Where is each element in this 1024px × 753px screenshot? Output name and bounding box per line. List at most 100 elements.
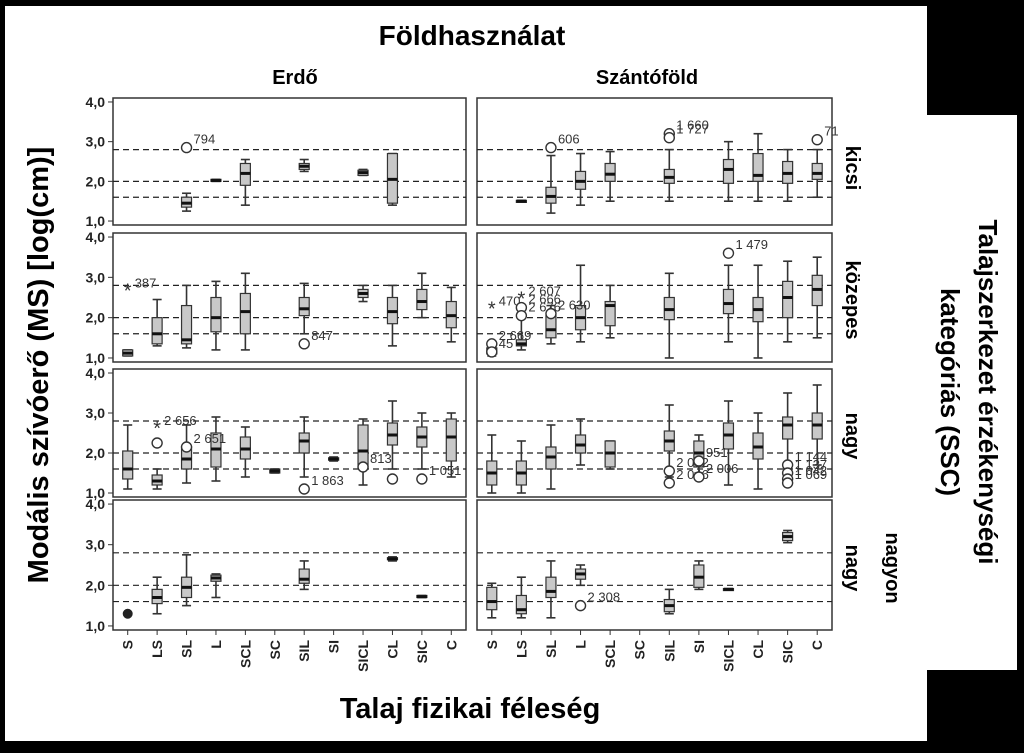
panel: 1,0 2,0 3,0 4,0 bbox=[86, 365, 467, 501]
outlier-label: 2 607 bbox=[528, 284, 561, 299]
outlier-circle bbox=[663, 465, 675, 477]
box-sl bbox=[545, 560, 557, 619]
box-sc bbox=[269, 468, 281, 474]
outlier-label: 2 308 bbox=[588, 590, 621, 605]
outlier-label: 387 bbox=[135, 275, 157, 290]
outlier-label: 71 bbox=[824, 124, 838, 139]
outlier-circle bbox=[781, 477, 794, 489]
box-scl bbox=[604, 440, 616, 470]
box bbox=[722, 288, 735, 315]
outlier-label: 1 863 bbox=[311, 473, 344, 488]
box-cl bbox=[386, 284, 399, 347]
box-sicl bbox=[357, 284, 369, 303]
panel-frame bbox=[112, 368, 467, 498]
outlier-label: 606 bbox=[558, 132, 580, 147]
box-cl bbox=[752, 412, 764, 490]
x-tick-label: SICL bbox=[720, 640, 736, 672]
y-tick-label: 2,0 bbox=[86, 173, 106, 189]
x-tick-label: L bbox=[208, 640, 224, 649]
box-cl bbox=[752, 132, 764, 202]
box bbox=[486, 586, 498, 611]
y-tick-label: 4,0 bbox=[86, 496, 106, 512]
x-tick-label: SIC bbox=[414, 640, 430, 663]
box-l bbox=[574, 152, 587, 206]
outlier-circle bbox=[151, 437, 163, 449]
x-tick-label: SL bbox=[543, 640, 559, 658]
box-sl bbox=[545, 154, 557, 214]
panel-frame bbox=[112, 232, 467, 363]
outlier-label: 1 137 bbox=[795, 457, 828, 472]
panel-frame bbox=[476, 232, 833, 363]
outlier-circle bbox=[416, 473, 428, 485]
row-label-nagy: nagy bbox=[841, 413, 863, 461]
x-tick-label: CL bbox=[384, 640, 400, 659]
box bbox=[210, 296, 222, 333]
box-c bbox=[445, 412, 457, 478]
panel bbox=[476, 97, 833, 226]
box bbox=[122, 450, 134, 480]
box bbox=[180, 304, 193, 345]
box bbox=[239, 292, 251, 335]
box-sicl bbox=[722, 140, 735, 202]
outlier-label: 2 630 bbox=[558, 298, 591, 313]
x-tick-label: CL bbox=[750, 640, 766, 659]
outlier-circle bbox=[545, 307, 557, 320]
outlier-circle bbox=[574, 599, 587, 612]
box bbox=[416, 288, 428, 311]
panel-frame bbox=[476, 97, 833, 226]
column-header-erdo: Erdő bbox=[272, 67, 318, 89]
panel: 1,0 2,0 3,0 4,0 bbox=[86, 94, 467, 229]
box-s bbox=[486, 582, 498, 619]
outlier-circle bbox=[298, 338, 310, 350]
panel-frame bbox=[476, 499, 833, 631]
x-tick-label: SI bbox=[326, 640, 342, 653]
outlier-label: 1 479 bbox=[735, 237, 768, 252]
outlier-circle bbox=[811, 133, 823, 146]
box-sl bbox=[180, 554, 193, 607]
x-tick-label: LS bbox=[513, 640, 529, 658]
box-c bbox=[811, 384, 823, 466]
y-tick-label: 4,0 bbox=[86, 365, 106, 381]
outlier-circle bbox=[663, 477, 675, 489]
x-tick-label: C bbox=[443, 640, 459, 650]
box-cl bbox=[386, 400, 399, 470]
box-si bbox=[693, 560, 705, 591]
box-l bbox=[210, 178, 222, 183]
row-label-kozepes: közepes bbox=[841, 261, 863, 340]
outlier-label: 951 bbox=[706, 445, 728, 460]
box-sicl bbox=[357, 168, 369, 177]
outlier-circle bbox=[663, 131, 675, 144]
figure-title: Földhasználat bbox=[379, 20, 566, 51]
right-label-background bbox=[925, 115, 1017, 670]
panel-frame bbox=[112, 499, 467, 631]
box bbox=[445, 418, 457, 462]
y-tick-label: 1,0 bbox=[86, 350, 106, 366]
outlier-label: 1 144 bbox=[795, 449, 828, 464]
box-sicl bbox=[722, 264, 735, 343]
outlier-star: * bbox=[488, 299, 496, 321]
box-ls bbox=[151, 576, 163, 615]
box bbox=[722, 158, 735, 184]
outlier-circle bbox=[486, 346, 498, 358]
column-header-szantofold: Szántóföld bbox=[596, 67, 698, 89]
box bbox=[782, 416, 794, 440]
x-tick-label: SIC bbox=[780, 640, 796, 663]
x-tick-label: SIL bbox=[661, 640, 677, 662]
outlier-label: 1 042 bbox=[795, 463, 828, 478]
box-c bbox=[811, 256, 823, 339]
box bbox=[811, 162, 823, 180]
outlier-star: * bbox=[124, 280, 132, 302]
x-tick-label: C bbox=[809, 640, 825, 650]
box-sl bbox=[180, 284, 193, 349]
y-tick-label: 2,0 bbox=[86, 577, 106, 593]
box bbox=[752, 152, 764, 182]
outlier-circle bbox=[357, 461, 369, 473]
outlier-label: 470 bbox=[499, 294, 521, 309]
panel: S LS SL L SCL SC SIL SI SICL CL SIC C bbox=[476, 499, 833, 672]
row-label-kicsi: kicsi bbox=[841, 146, 863, 190]
box-sl bbox=[180, 192, 193, 212]
outlier-circle bbox=[180, 141, 193, 154]
panel: 1,0 2,0 3,0 4,0 bbox=[86, 229, 467, 366]
right-title-line-2: kategóriás (SSC) bbox=[935, 288, 965, 496]
